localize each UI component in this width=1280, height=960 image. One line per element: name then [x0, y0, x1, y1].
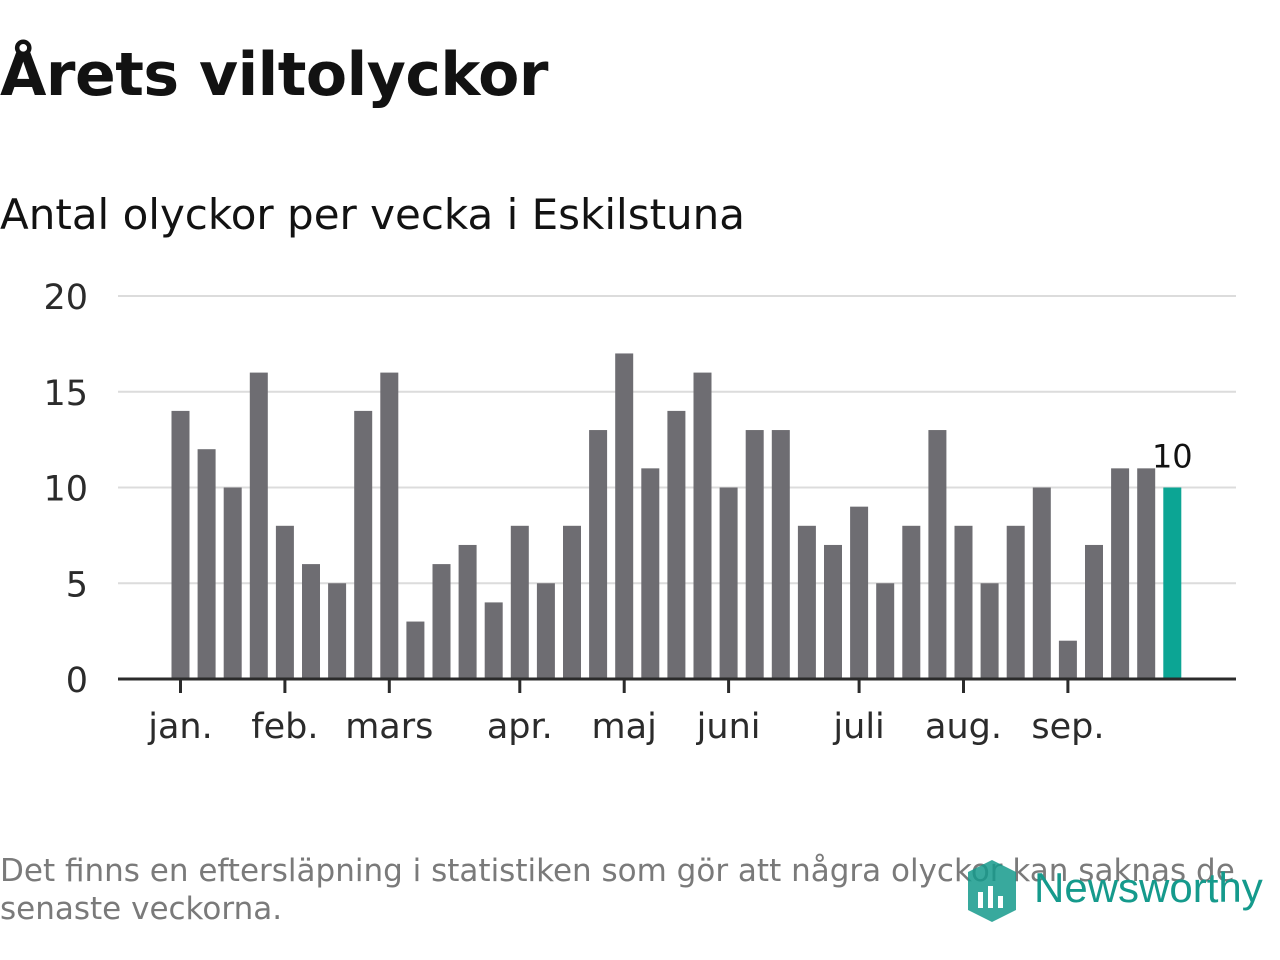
bar — [302, 564, 320, 679]
bar — [876, 583, 895, 679]
x-month-label: juni — [696, 707, 761, 747]
bar — [406, 621, 425, 679]
bar — [693, 372, 712, 679]
footnote: Det finns en eftersläpning i statistiken… — [0, 853, 1235, 927]
bar — [1032, 487, 1051, 679]
bar — [354, 410, 373, 679]
x-axis-month-labels: jan. feb. mars apr. maj juni juli aug. sep. — [147, 707, 1104, 747]
bar — [589, 430, 608, 679]
newsworthy-logo-icon — [968, 860, 1016, 922]
highlight-data-label: 10 — [1152, 438, 1193, 476]
bar — [275, 525, 294, 679]
bar — [902, 525, 921, 679]
newsworthy-logo: Newsworthy — [964, 858, 1280, 928]
bar — [980, 583, 999, 679]
bar — [615, 353, 634, 679]
bar — [1111, 468, 1130, 679]
chart-title: Årets viltolyckor — [0, 40, 549, 110]
bar — [954, 525, 973, 679]
x-axis-ticks — [179, 679, 1070, 693]
x-month-label: aug. — [925, 707, 1002, 747]
x-month-label: sep. — [1031, 707, 1104, 747]
y-tick-label: 10 — [43, 470, 88, 510]
bar — [197, 449, 216, 679]
bar — [328, 583, 347, 679]
y-axis-tick-labels: 0 5 10 15 20 — [43, 278, 88, 701]
bars — [171, 353, 1182, 679]
bar — [797, 525, 816, 679]
bar — [380, 372, 399, 679]
y-tick-label: 20 — [43, 278, 88, 318]
bar — [667, 410, 686, 679]
bar — [850, 506, 869, 679]
bar — [745, 430, 764, 679]
bar — [771, 430, 790, 679]
bar — [719, 487, 738, 679]
y-tick-label: 15 — [43, 374, 88, 414]
x-month-label: feb. — [251, 707, 318, 747]
bar — [1058, 640, 1077, 679]
bar — [536, 583, 555, 679]
bar — [510, 525, 529, 679]
y-tick-label: 0 — [66, 661, 88, 701]
bar — [563, 525, 581, 679]
bar — [432, 564, 451, 679]
chart-subtitle: Antal olyckor per vecka i Eskilstuna — [0, 190, 746, 239]
bar — [1137, 468, 1156, 679]
bar — [171, 410, 190, 679]
bar — [223, 487, 242, 679]
bar — [484, 602, 503, 679]
bar — [928, 430, 947, 679]
bar-highlight — [1163, 487, 1182, 679]
x-month-label: juli — [832, 707, 884, 747]
newsworthy-logo-text: Newsworthy — [1034, 864, 1263, 911]
x-month-label: mars — [345, 707, 433, 747]
bar — [824, 544, 842, 679]
bar — [1006, 525, 1025, 679]
bar — [249, 372, 268, 679]
x-month-label: jan. — [147, 707, 212, 747]
bar — [641, 468, 660, 679]
bar — [458, 544, 477, 679]
y-tick-label: 5 — [66, 565, 88, 605]
bar — [1085, 544, 1103, 679]
x-month-label: apr. — [487, 707, 553, 747]
x-month-label: maj — [592, 707, 657, 747]
